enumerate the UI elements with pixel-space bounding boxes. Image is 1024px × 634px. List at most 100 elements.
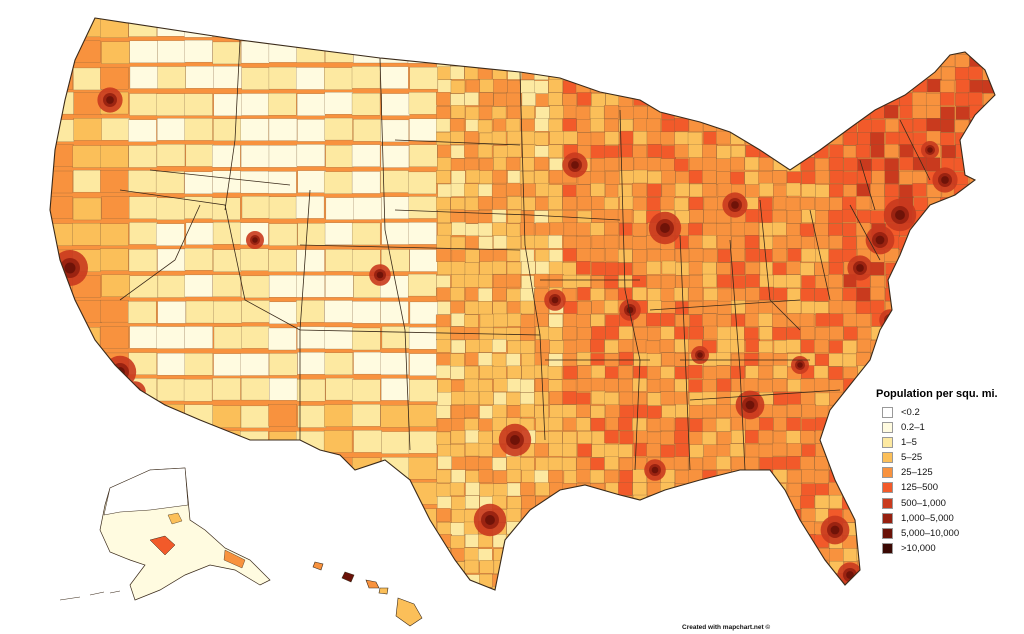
county-cell bbox=[688, 144, 703, 158]
county-cell bbox=[941, 210, 956, 224]
county-cell bbox=[296, 275, 325, 298]
county-cell bbox=[745, 548, 760, 562]
county-cell bbox=[100, 456, 129, 479]
county-cell bbox=[449, 118, 465, 132]
county-cell bbox=[450, 66, 465, 80]
county-cell bbox=[409, 18, 438, 37]
county-cell bbox=[884, 104, 899, 119]
metro-area bbox=[111, 363, 129, 381]
county-cell bbox=[899, 287, 914, 301]
county-cell bbox=[100, 170, 129, 193]
county-cell bbox=[898, 27, 913, 41]
county-cell bbox=[800, 262, 815, 277]
county-cell bbox=[912, 54, 928, 68]
county-cell bbox=[590, 132, 606, 146]
county-cell bbox=[408, 92, 438, 115]
county-cell bbox=[632, 287, 647, 301]
county-cell bbox=[702, 548, 717, 562]
county-cell bbox=[352, 482, 381, 505]
county-cell bbox=[842, 431, 857, 445]
county-cell bbox=[745, 145, 760, 159]
county-cell bbox=[128, 119, 157, 142]
county-cell bbox=[464, 404, 479, 418]
county-cell bbox=[703, 93, 718, 107]
county-cell bbox=[605, 247, 620, 262]
county-cell bbox=[857, 391, 872, 405]
county-cell bbox=[156, 93, 185, 116]
metro-area bbox=[538, 513, 552, 527]
county-cell bbox=[884, 53, 900, 67]
county-cell bbox=[507, 170, 522, 184]
county-cell bbox=[479, 92, 494, 106]
county-cell bbox=[829, 326, 844, 340]
county-cell bbox=[673, 197, 689, 212]
county-cell bbox=[773, 509, 788, 523]
county-cell bbox=[731, 586, 746, 590]
county-cell bbox=[184, 248, 213, 271]
county-cell bbox=[759, 249, 774, 263]
county-cell bbox=[828, 300, 844, 314]
county-cell bbox=[436, 353, 451, 367]
county-cell bbox=[674, 18, 690, 28]
county-cell bbox=[465, 456, 480, 470]
county-cell bbox=[814, 470, 829, 484]
county-cell bbox=[492, 457, 507, 471]
county-cell bbox=[408, 222, 437, 245]
legend-item: 500–1,000 bbox=[876, 496, 1016, 510]
county-cell bbox=[576, 417, 591, 431]
county-cell bbox=[436, 339, 451, 353]
county-cell bbox=[800, 495, 815, 509]
county-cell bbox=[647, 105, 662, 120]
county-cell bbox=[786, 39, 801, 54]
county-cell bbox=[506, 92, 521, 107]
county-cell bbox=[758, 548, 773, 562]
county-cell bbox=[730, 18, 745, 29]
county-cell bbox=[493, 28, 509, 42]
legend-label: 0.2–1 bbox=[901, 421, 925, 433]
county-cell bbox=[661, 184, 677, 198]
county-cell bbox=[465, 482, 480, 496]
county-cell bbox=[562, 509, 577, 524]
county-cell bbox=[674, 131, 689, 146]
county-cell bbox=[702, 248, 718, 263]
county-cell bbox=[590, 573, 605, 588]
county-cell bbox=[478, 418, 493, 432]
county-cell bbox=[157, 66, 186, 89]
county-cell bbox=[451, 547, 466, 562]
county-cell bbox=[758, 573, 773, 587]
county-cell bbox=[647, 482, 662, 496]
county-cell bbox=[899, 156, 914, 171]
county-cell bbox=[675, 534, 690, 548]
county-cell bbox=[492, 18, 508, 28]
county-cell bbox=[562, 118, 577, 132]
county-cell bbox=[815, 405, 830, 419]
county-cell bbox=[871, 170, 886, 184]
county-cell bbox=[940, 197, 955, 211]
county-cell bbox=[801, 469, 816, 483]
county-cell bbox=[940, 119, 955, 133]
county-cell bbox=[605, 171, 620, 185]
county-cell bbox=[731, 236, 746, 250]
legend-rows: <0.2 0.2–1 1–5 5–25 25–125 125–500 500–1,000 1,… bbox=[876, 405, 1016, 556]
county-cell bbox=[773, 417, 788, 431]
county-cell bbox=[829, 340, 844, 354]
county-cell bbox=[590, 417, 606, 432]
county-cell bbox=[855, 144, 871, 158]
county-cell bbox=[940, 287, 956, 302]
county-cell bbox=[815, 417, 830, 431]
county-cell bbox=[464, 144, 479, 158]
legend-swatch bbox=[882, 482, 893, 494]
county-cell bbox=[100, 378, 129, 401]
county-cell bbox=[549, 169, 564, 184]
county-cell bbox=[464, 391, 479, 405]
county-cell bbox=[941, 223, 956, 237]
county-cell bbox=[800, 18, 816, 28]
county-cell bbox=[786, 210, 802, 224]
county-cell bbox=[297, 405, 327, 428]
county-cell bbox=[562, 535, 577, 550]
county-cell bbox=[100, 248, 129, 271]
county-cell bbox=[786, 132, 802, 146]
county-cell bbox=[575, 184, 591, 198]
county-cell bbox=[213, 326, 243, 349]
county-cell bbox=[787, 144, 802, 158]
